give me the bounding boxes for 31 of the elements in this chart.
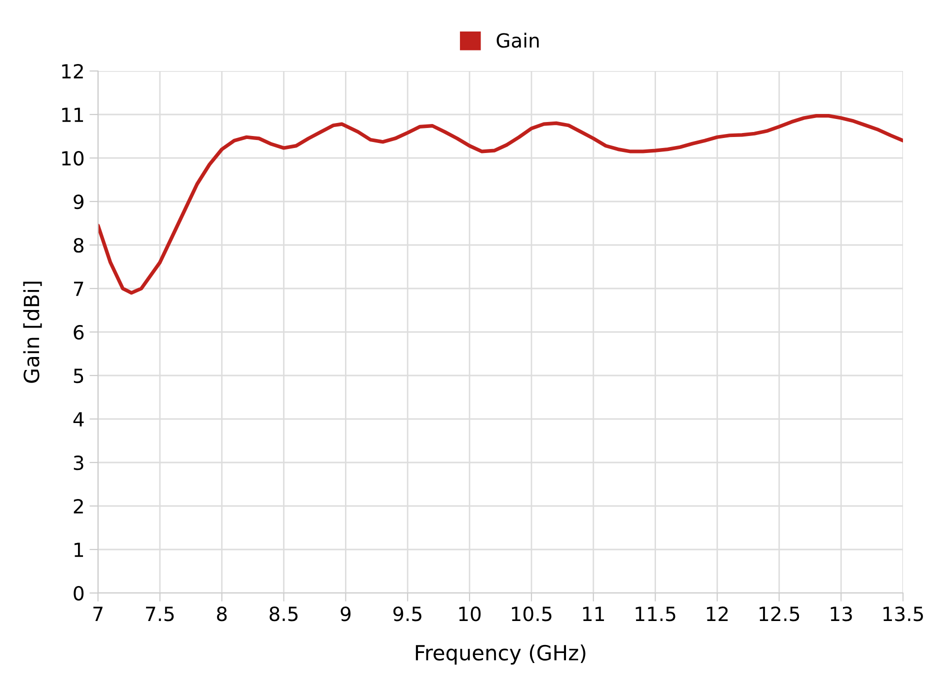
legend-label: Gain <box>496 32 539 48</box>
x-tick-label: 7.5 <box>146 606 174 622</box>
y-tick-label: 3 <box>74 455 84 470</box>
y-tick-label: 9 <box>74 194 84 210</box>
y-tick-label: 4 <box>73 412 84 426</box>
y-tick-label: 1 <box>74 542 84 557</box>
y-axis-title: Gain [dBi] <box>23 282 42 383</box>
x-tick-label: 8 <box>216 606 227 622</box>
x-tick-label: 13.5 <box>883 606 923 622</box>
x-tick-label: 11.5 <box>636 606 676 622</box>
x-tick-label: 11 <box>583 606 604 621</box>
x-tick-label: 7 <box>93 606 103 621</box>
y-tick-label: 12 <box>62 64 83 78</box>
y-tick-label: 11 <box>62 108 84 122</box>
y-tick-label: 8 <box>74 238 84 253</box>
y-tick-label: 0 <box>74 586 84 601</box>
x-tick-label: 12 <box>706 606 728 621</box>
x-tick-label: 12.5 <box>760 606 800 622</box>
line-series <box>98 114 903 295</box>
y-tick-label: 5 <box>74 368 84 384</box>
y-tick-label: 10 <box>62 150 84 166</box>
x-tick-label: 9.5 <box>393 606 422 622</box>
x-tick-label: 13 <box>830 606 852 622</box>
x-tick-label: 9 <box>340 606 351 622</box>
y-tick-label: 6 <box>74 324 84 340</box>
x-tick-label: 8.5 <box>270 606 298 622</box>
y-tick-label: 7 <box>74 282 84 296</box>
y-tick-label: 2 <box>74 498 83 514</box>
x-axis-title: Frequency (GHz) <box>416 644 586 665</box>
x-tick-label: 10 <box>459 606 481 622</box>
x-tick-label: 10.5 <box>512 606 552 622</box>
